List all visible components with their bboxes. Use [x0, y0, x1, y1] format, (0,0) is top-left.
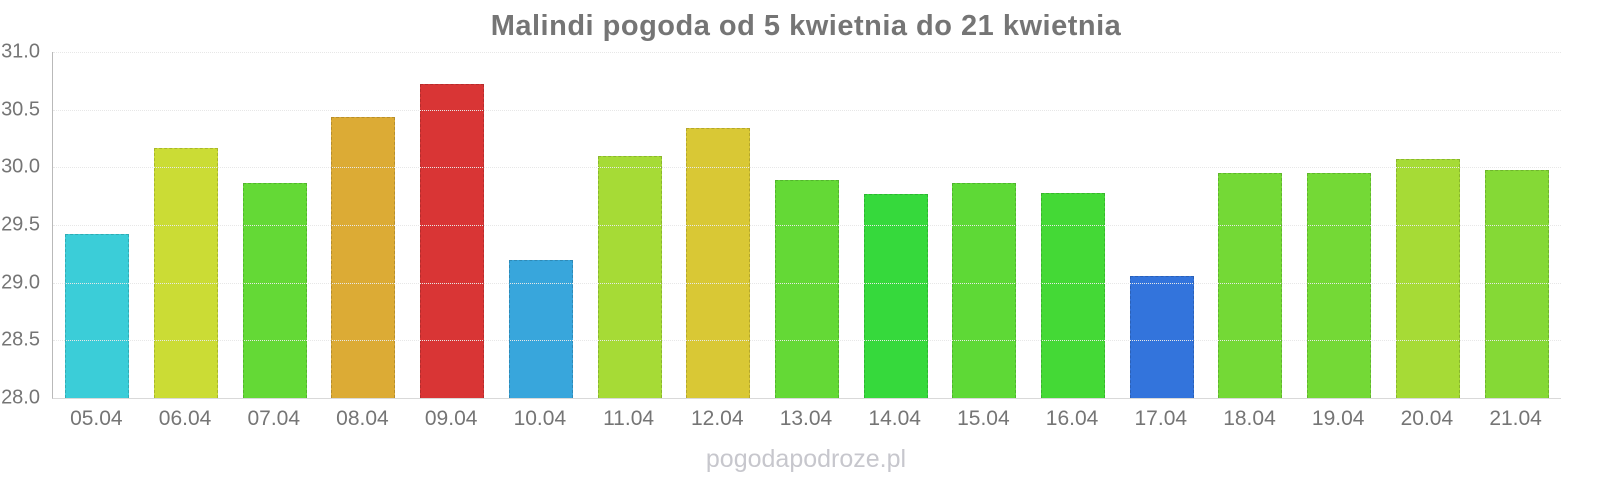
y-axis: 31.0 30.5 30.0 29.5 29.0 28.5 28.0 [0, 41, 46, 409]
bar-05.04[interactable] [65, 234, 130, 398]
x-tick-label: 12.04 [690, 407, 744, 430]
bar-13.04[interactable] [774, 180, 839, 398]
bar-08.04[interactable] [331, 116, 396, 398]
x-tick-label: 16.04 [1045, 407, 1099, 430]
x-tick-label: 21.04 [1489, 407, 1542, 430]
bar-14.04[interactable] [863, 193, 928, 398]
bar-19.04[interactable] [1307, 173, 1372, 398]
x-tick-label: 15.04 [957, 407, 1010, 430]
y-tick-label: 28.5 [1, 328, 40, 351]
y-tick-label: 28.0 [1, 386, 40, 409]
y-tick-label: 30.0 [1, 155, 40, 178]
bar-06.04[interactable] [154, 147, 219, 398]
x-tick-label: 20.04 [1400, 407, 1454, 430]
gridline [53, 167, 1561, 169]
gridline [53, 109, 1561, 111]
x-tick-label: 08.04 [336, 407, 389, 430]
bar-18.04[interactable] [1218, 173, 1283, 398]
plot-area [52, 52, 1561, 399]
y-tick-label: 29.5 [1, 213, 40, 236]
bar-11.04[interactable] [597, 155, 662, 398]
bar-16.04[interactable] [1041, 192, 1106, 398]
x-tick-label: 11.04 [603, 407, 655, 430]
y-tick-label: 29.0 [1, 271, 40, 294]
bar-21.04[interactable] [1484, 169, 1549, 398]
x-axis: 05.04 06.04 07.04 08.04 09.04 10.04 11.04 12.04… [52, 407, 1560, 431]
x-tick-label: 07.04 [247, 407, 301, 430]
y-tick-label: 31.0 [1, 40, 40, 63]
gridline [53, 282, 1561, 284]
x-tick-label: 06.04 [158, 407, 212, 430]
x-tick-label: 19.04 [1311, 407, 1365, 430]
bar-17.04[interactable] [1129, 275, 1194, 398]
x-tick-label: 18.04 [1223, 407, 1276, 430]
x-tick-label: 17.04 [1134, 407, 1188, 430]
bar-10.04[interactable] [508, 259, 573, 398]
bar-07.04[interactable] [242, 183, 307, 398]
gridline [53, 52, 1561, 53]
gridline [53, 225, 1561, 226]
gridline [53, 340, 1561, 342]
watermark: pogodapodroze.pl [705, 445, 907, 473]
bar-12.04[interactable] [686, 128, 751, 398]
bar-20.04[interactable] [1395, 159, 1460, 398]
x-tick-label: 14.04 [868, 407, 921, 430]
x-tick-label: 13.04 [779, 407, 833, 430]
x-tick-label: 10.04 [513, 407, 567, 430]
bar-15.04[interactable] [952, 183, 1017, 398]
x-tick-label: 09.04 [424, 407, 478, 430]
chart-title: Malindi pogoda od 5 kwietnia do 21 kwiet… [490, 10, 1122, 42]
x-tick-label: 05.04 [70, 407, 123, 430]
bars-container [53, 52, 1561, 398]
bar-09.04[interactable] [420, 84, 485, 398]
y-tick-label: 30.5 [1, 98, 40, 121]
